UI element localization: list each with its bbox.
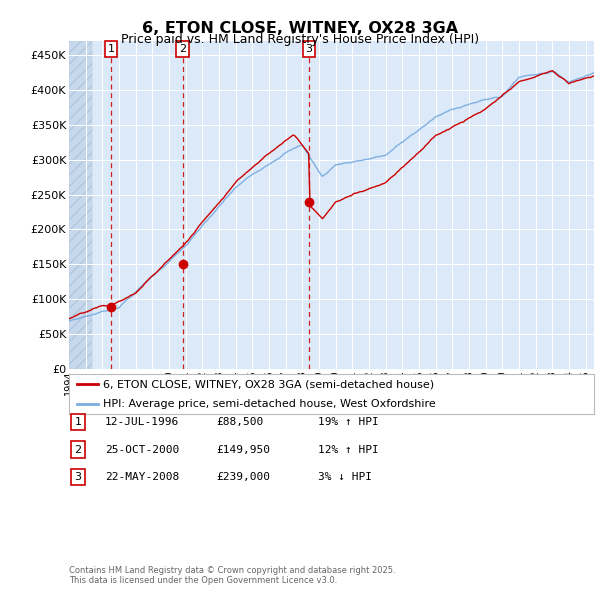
Bar [69,41,92,369]
Text: £239,000: £239,000 [216,473,270,482]
Text: 19% ↑ HPI: 19% ↑ HPI [318,417,379,427]
Text: 3: 3 [74,473,82,482]
Text: Price paid vs. HM Land Registry's House Price Index (HPI): Price paid vs. HM Land Registry's House … [121,33,479,46]
Text: 12% ↑ HPI: 12% ↑ HPI [318,445,379,454]
Text: 3% ↓ HPI: 3% ↓ HPI [318,473,372,482]
Text: 6, ETON CLOSE, WITNEY, OX28 3GA (semi-detached house): 6, ETON CLOSE, WITNEY, OX28 3GA (semi-de… [103,379,434,389]
Text: 2: 2 [74,445,82,454]
Text: 1: 1 [107,44,115,54]
Text: Contains HM Land Registry data © Crown copyright and database right 2025.
This d: Contains HM Land Registry data © Crown c… [69,566,395,585]
Text: £88,500: £88,500 [216,417,263,427]
Text: 1: 1 [74,417,82,427]
Text: 6, ETON CLOSE, WITNEY, OX28 3GA: 6, ETON CLOSE, WITNEY, OX28 3GA [142,21,458,35]
Text: £149,950: £149,950 [216,445,270,454]
Text: 12-JUL-1996: 12-JUL-1996 [105,417,179,427]
Text: 22-MAY-2008: 22-MAY-2008 [105,473,179,482]
Text: HPI: Average price, semi-detached house, West Oxfordshire: HPI: Average price, semi-detached house,… [103,399,436,409]
Text: 2: 2 [179,44,186,54]
Text: 25-OCT-2000: 25-OCT-2000 [105,445,179,454]
Text: 3: 3 [305,44,313,54]
